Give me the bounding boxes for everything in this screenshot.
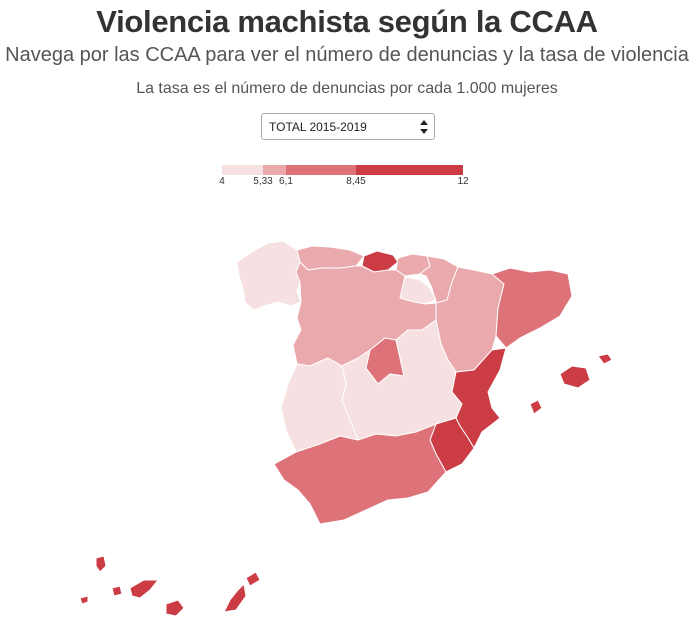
legend-bin-4	[356, 165, 463, 175]
region-canarias-la-palma[interactable]	[95, 555, 107, 573]
legend-tick: 4	[219, 176, 225, 187]
color-legend: 4 5,33 6,1 8,45 12	[219, 165, 472, 191]
legend-bin-1	[222, 165, 263, 175]
region-baleares-ibiza[interactable]	[529, 399, 543, 415]
region-canarias-el-hierro[interactable]	[79, 595, 89, 605]
region-comunidad-valenciana[interactable]	[451, 347, 507, 449]
page-title: Violencia machista según la CCAA	[96, 4, 598, 39]
legend-tick: 5,33	[253, 176, 273, 187]
page-subtitle: Navega por las CCAA para ver el número d…	[5, 44, 689, 66]
rate-note: La tasa es el número de denuncias por ca…	[136, 80, 558, 97]
region-canarias-tenerife[interactable]	[129, 579, 159, 599]
region-cataluna[interactable]	[491, 267, 573, 349]
legend-tick: 8,45	[346, 176, 366, 187]
region-andalucia[interactable]	[273, 423, 447, 525]
period-select-value: TOTAL 2015-2019	[269, 120, 367, 134]
legend-bin-2	[263, 165, 286, 175]
period-select[interactable]: TOTAL 2015-2019	[261, 113, 435, 140]
region-canarias-la-gomera[interactable]	[111, 585, 123, 597]
region-baleares-menorca[interactable]	[597, 353, 613, 365]
legend-tick: 12	[457, 176, 469, 187]
region-baleares-mallorca[interactable]	[559, 365, 591, 389]
region-galicia[interactable]	[236, 240, 302, 311]
legend-bin-3	[286, 165, 356, 175]
region-canarias-fuerteventura[interactable]	[223, 583, 247, 613]
region-canarias-lanzarote[interactable]	[245, 571, 261, 587]
legend-tick: 6,1	[279, 176, 293, 187]
updown-arrows-icon	[420, 120, 428, 134]
region-canarias-gran-canaria[interactable]	[165, 599, 185, 617]
